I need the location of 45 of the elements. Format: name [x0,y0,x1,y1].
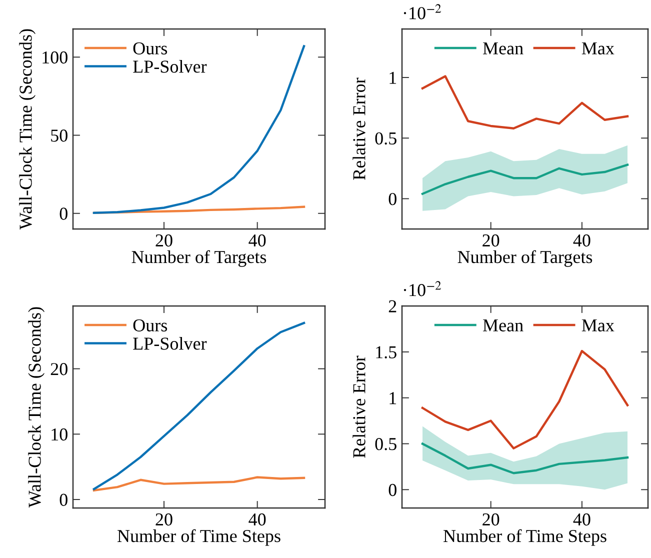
y-tick-label: 1.5 [376,346,396,358]
text: ·10$^{−2}$ [404,281,441,296]
y-tick-label: 2 [388,300,396,312]
line-series [421,442,629,474]
y-tick-label: 10 [52,428,68,441]
x-tick-label: 20 [482,234,500,247]
legend-label: LP-Solver [133,60,207,73]
legend-label: Ours [133,319,168,332]
y-tick-label: 1 [390,392,396,404]
y-tick-label: 0.5 [375,132,396,145]
x-axis-title: Number of Targets [132,250,266,267]
y-tick-label: 50 [51,130,68,142]
y-axis-title: Relative Error [352,78,366,180]
y-axis-title: Wall-Clock Time (Seconds) [19,29,36,230]
x-axis-title: Number of Time Steps [444,529,606,546]
legend-label: Mean [482,319,524,332]
text: ·10$^{−2}$ [404,4,441,20]
y-tick-label: 0 [388,192,396,206]
legend-label: LP-Solver [133,337,207,350]
y-tick-label: 100 [42,51,68,64]
line-series [421,75,629,130]
y-axis-title: Relative Error [352,356,366,458]
x-tick-label: 40 [573,234,590,247]
x-tick-label: 20 [156,513,172,526]
line-series [421,350,629,450]
line-series [421,164,629,195]
x-tick-label: 40 [248,234,266,247]
x-tick-label: 40 [248,513,266,526]
x-tick-label: 20 [156,234,172,247]
y-tick-label: 20 [50,363,68,376]
x-tick-label: 40 [573,513,590,526]
legend-label: Ours [133,42,168,54]
legend-label: Max [582,42,614,54]
y-tick-label: 1 [390,72,396,84]
y-tick-label: 0 [60,208,68,220]
x-axis-title: Number of Time Steps [118,529,280,546]
x-tick-label: 20 [482,513,500,526]
legend-label: Mean [482,42,524,54]
y-tick-label: 0 [60,494,68,506]
y-tick-label: 0.5 [375,438,396,450]
line-series [92,476,306,492]
y-axis-title: Wall-Clock Time (Seconds) [28,307,45,508]
x-axis-title: Number of Targets [458,250,592,267]
legend-label: Max [582,319,614,332]
y-tick-label: 0 [388,484,396,496]
